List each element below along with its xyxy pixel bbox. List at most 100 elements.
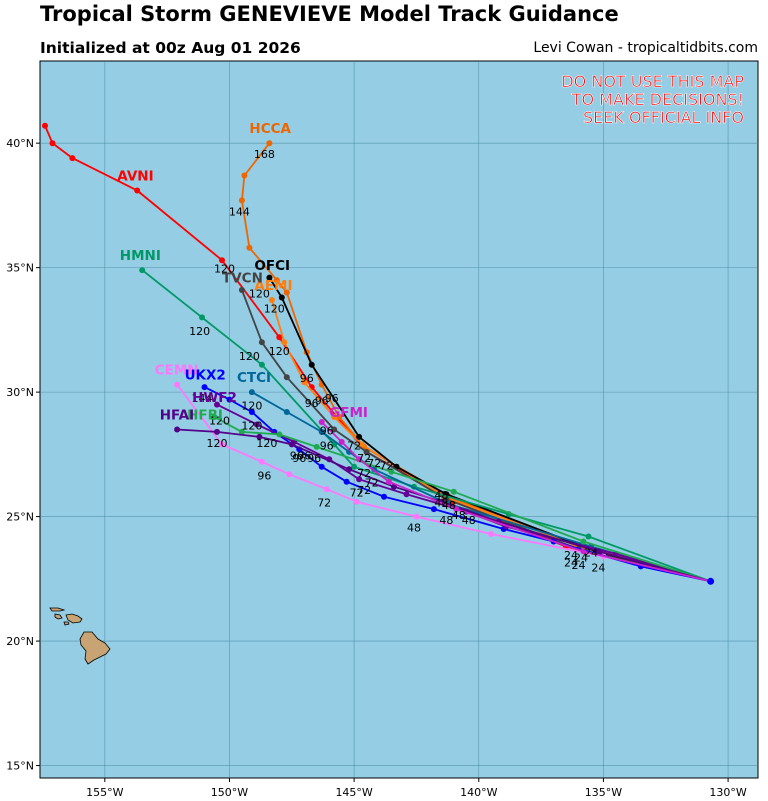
track-point-tvcn bbox=[238, 287, 245, 293]
track-point-cemn bbox=[258, 458, 265, 465]
track-point-ctci bbox=[248, 389, 255, 396]
track-point-gfmi bbox=[453, 506, 460, 513]
hour-label-avni: 120 bbox=[214, 263, 235, 276]
track-point-avni bbox=[276, 334, 283, 341]
lat-lon-grid bbox=[40, 61, 758, 778]
track-point-ofci bbox=[356, 433, 363, 440]
hour-label-ukx2: 48 bbox=[439, 514, 453, 527]
hour-label-ukx2: 144 bbox=[192, 392, 213, 405]
hour-label: 48 bbox=[434, 489, 448, 502]
hour-label: 24 bbox=[584, 546, 598, 559]
chart-title: Tropical Storm GENEVIEVE Model Track Gui… bbox=[40, 2, 619, 26]
track-point-hfai bbox=[288, 441, 295, 448]
island-molokai bbox=[49, 607, 66, 612]
track-point-hfbi bbox=[238, 428, 245, 435]
track-point-hfai bbox=[595, 548, 602, 555]
track-point-hfbi bbox=[450, 488, 457, 495]
track-point-avni bbox=[219, 257, 225, 264]
track-point-hfbi bbox=[388, 468, 395, 475]
island-maui bbox=[65, 613, 83, 624]
hour-label-hcca: 96 bbox=[305, 397, 319, 410]
track-point-aemi bbox=[358, 441, 365, 448]
model-label-hmni: HMNI bbox=[120, 248, 161, 264]
hour-label-hcca: 144 bbox=[229, 205, 250, 218]
hour-label-aemi: 120 bbox=[269, 345, 290, 358]
hour-label-gfmi: 96 bbox=[320, 424, 334, 437]
hour-label-ctci: 96 bbox=[320, 439, 334, 452]
track-point-tvcn bbox=[443, 496, 450, 503]
model-label-ofci: OFCI bbox=[254, 258, 290, 274]
warning-line-2: TO MAKE DECISIONS! bbox=[571, 90, 744, 109]
track-point-ofci bbox=[278, 294, 285, 301]
track-line-hfai bbox=[177, 428, 711, 583]
track-point-cemn bbox=[174, 381, 181, 388]
hour-label-hfbi: 96 bbox=[307, 452, 321, 465]
hour-label-cemn: 96 bbox=[257, 469, 271, 482]
hour-label-cemn: 72 bbox=[317, 497, 331, 510]
track-point-avni bbox=[69, 155, 76, 162]
hour-label-tvcn: 120 bbox=[239, 350, 260, 363]
lat-tick-label: 25°N bbox=[6, 511, 34, 524]
track-line-aemi bbox=[271, 299, 711, 583]
lat-tick-label: 30°N bbox=[6, 386, 34, 399]
lon-tick-label: 150°W bbox=[211, 786, 248, 799]
track-point-cemn bbox=[219, 441, 225, 448]
warning-text: DO NOT USE THIS MAP TO MAKE DECISIONS! S… bbox=[561, 72, 745, 128]
hour-label-hwf2: 120 bbox=[209, 415, 230, 428]
hour-label-hfai: 72 bbox=[365, 477, 379, 490]
credit-text: Levi Cowan - tropicaltidbits.com bbox=[533, 40, 758, 56]
hour-label-hfai: 96 bbox=[290, 449, 304, 462]
track-point-gfmi bbox=[318, 419, 325, 425]
hour-label: 72 bbox=[380, 459, 394, 472]
track-point-tvcn bbox=[283, 374, 290, 381]
track-point-hwf2 bbox=[356, 476, 363, 483]
hour-label-ofci: 72 bbox=[347, 439, 361, 452]
track-point-hcca bbox=[246, 244, 253, 251]
track-point-tvcn bbox=[331, 426, 338, 433]
hour-label: 24 bbox=[572, 559, 586, 572]
track-point-hfbi bbox=[580, 538, 587, 545]
hour-label-hwf2: 96 bbox=[292, 452, 306, 465]
model-label-hwf2: HWF2 bbox=[192, 390, 237, 406]
track-point-hwf2 bbox=[253, 421, 260, 428]
track-point-hfai bbox=[256, 433, 263, 440]
island-hawaii bbox=[79, 631, 111, 665]
hour-label-ofci: 120 bbox=[249, 288, 270, 301]
track-point-hwf2 bbox=[214, 401, 220, 408]
track-point-avni bbox=[42, 122, 48, 129]
lat-tick-label: 35°N bbox=[6, 262, 34, 275]
track-point-hmni bbox=[351, 463, 358, 470]
track-point-ukx2 bbox=[201, 384, 208, 391]
track-point-hfbi bbox=[276, 431, 283, 438]
track-point-hcca bbox=[273, 277, 280, 284]
track-point-aemi bbox=[268, 297, 275, 303]
track-point-gfmi bbox=[338, 438, 345, 445]
model-tracks bbox=[42, 122, 715, 585]
track-point-avni bbox=[134, 187, 141, 194]
forecast-hour-labels: 1201681441209612096120967248241201209672… bbox=[189, 148, 605, 574]
hour-label-hcca: 120 bbox=[264, 302, 285, 315]
track-point-cemn bbox=[353, 498, 360, 505]
hour-label: 72 bbox=[357, 452, 371, 465]
hour-label-ofci: 24 bbox=[564, 549, 578, 562]
track-point-hmni bbox=[199, 314, 205, 321]
hour-label-ctci: 120 bbox=[241, 400, 262, 413]
lon-tick-label: 145°W bbox=[335, 786, 372, 799]
hour-label-hcca: 168 bbox=[254, 148, 275, 161]
hour-label-hwf2: 48 bbox=[462, 514, 476, 527]
track-point-aemi bbox=[331, 414, 338, 420]
hour-label-cemn: 48 bbox=[407, 522, 421, 535]
track-point-ofci bbox=[266, 274, 273, 281]
model-label-ukx2: UKX2 bbox=[185, 368, 226, 384]
hour-label: 48 bbox=[452, 509, 466, 522]
track-point-hmni bbox=[139, 267, 146, 274]
initial-position bbox=[707, 577, 715, 585]
model-label-hfai: HFAI bbox=[160, 408, 194, 424]
hour-label-hwf2: 72 bbox=[357, 484, 371, 497]
track-point-ukx2 bbox=[430, 506, 437, 513]
track-point-hfai bbox=[174, 426, 181, 433]
track-point-hmni bbox=[258, 361, 265, 368]
track-point-cemn bbox=[413, 513, 420, 520]
